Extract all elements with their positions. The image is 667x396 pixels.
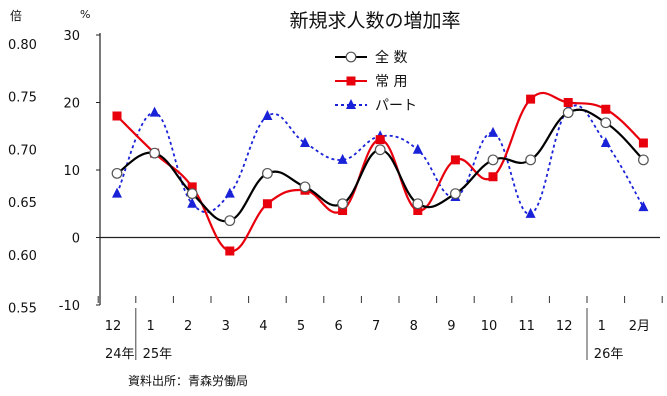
- x-tick-label: 1: [598, 319, 606, 334]
- data-point: [300, 137, 310, 147]
- data-point: [338, 206, 348, 215]
- legend-item: 全 数: [335, 49, 407, 66]
- series-line: [116, 108, 645, 223]
- right-tick-label: 10: [63, 164, 80, 179]
- legend-marker: [346, 76, 356, 86]
- x-tick-label: 12: [105, 319, 122, 334]
- chart-axes: [96, 33, 663, 360]
- series-1: [112, 92, 648, 256]
- right-tick-label: 0: [72, 232, 80, 247]
- right-axis-unit: %: [80, 8, 90, 21]
- right-tick-label: 30: [63, 29, 80, 44]
- data-point: [149, 106, 160, 117]
- data-point: [337, 198, 349, 210]
- data-point: [299, 181, 311, 193]
- series-0: [111, 107, 649, 227]
- data-point: [562, 107, 574, 119]
- x-tick-label: 2月: [629, 319, 650, 334]
- data-point: [487, 154, 499, 166]
- right-tick-label: 20: [63, 97, 80, 112]
- data-point: [187, 197, 198, 208]
- x-tick-label: 2: [184, 319, 192, 334]
- right-tick-label: -10: [59, 299, 80, 314]
- x-tick-label: 12: [556, 319, 573, 334]
- x-tick-label: 10: [481, 319, 498, 334]
- data-point: [638, 154, 649, 166]
- year-label: 26年: [594, 347, 624, 362]
- data-point: [601, 104, 611, 114]
- data-point: [186, 188, 198, 200]
- data-point: [149, 147, 161, 159]
- data-point: [413, 206, 423, 215]
- data-point: [525, 207, 536, 218]
- legend-marker: [346, 99, 356, 109]
- left-tick-label: 0.65: [8, 196, 37, 211]
- series-layer: [111, 92, 649, 256]
- year-label: 24年: [105, 347, 135, 362]
- data-point: [262, 199, 272, 209]
- x-tick-label: 11: [518, 319, 535, 334]
- data-point: [187, 182, 197, 192]
- data-point: [224, 215, 236, 227]
- series-line: [116, 92, 645, 253]
- x-tick-label: 4: [259, 319, 267, 334]
- data-point: [450, 155, 460, 165]
- legend-item: パート: [335, 98, 417, 114]
- legend-label: 全 数: [375, 49, 407, 66]
- legend-item: 常 用: [335, 74, 407, 90]
- data-point: [412, 198, 424, 210]
- x-tick-label: 8: [410, 319, 418, 334]
- x-tick-label: 3: [222, 319, 230, 334]
- data-point: [600, 137, 611, 147]
- left-tick-label: 0.60: [8, 249, 37, 264]
- data-point: [450, 188, 461, 200]
- legend-marker: [345, 51, 357, 63]
- data-point: [225, 246, 235, 256]
- left-tick-label: 0.75: [8, 91, 37, 106]
- x-tick-label: 7: [372, 319, 380, 334]
- legend-label: 常 用: [375, 74, 407, 90]
- data-point: [112, 111, 122, 121]
- data-point: [638, 138, 648, 148]
- series-line: [116, 104, 645, 215]
- left-axis-unit: 倍: [10, 8, 22, 23]
- x-tick-label: 9: [447, 319, 455, 334]
- data-point: [638, 201, 649, 212]
- data-point: [600, 117, 612, 129]
- source-note: 資料出所：青森労働局: [128, 373, 248, 388]
- data-point: [375, 135, 385, 145]
- data-point: [224, 187, 235, 198]
- data-point: [526, 94, 536, 104]
- data-point: [337, 153, 348, 164]
- year-label: 25年: [143, 347, 173, 362]
- data-point: [525, 154, 536, 166]
- data-point: [563, 98, 573, 107]
- x-tick-label: 1: [146, 319, 154, 334]
- legend-label: パート: [375, 98, 417, 114]
- left-tick-label: 0.55: [8, 302, 37, 317]
- data-point: [262, 167, 273, 179]
- x-tick-label: 5: [297, 319, 305, 334]
- left-tick-label: 0.70: [8, 143, 37, 158]
- data-point: [488, 172, 498, 182]
- chart-title: 新規求人数の増加率: [289, 10, 460, 32]
- data-point: [412, 143, 423, 154]
- data-point: [112, 187, 122, 198]
- x-tick-label: 6: [334, 319, 342, 334]
- data-point: [111, 167, 123, 179]
- left-tick-label: 0.80: [8, 38, 37, 53]
- data-point: [262, 110, 273, 120]
- data-point: [488, 126, 498, 137]
- series-2: [112, 103, 649, 218]
- data-point: [374, 144, 386, 156]
